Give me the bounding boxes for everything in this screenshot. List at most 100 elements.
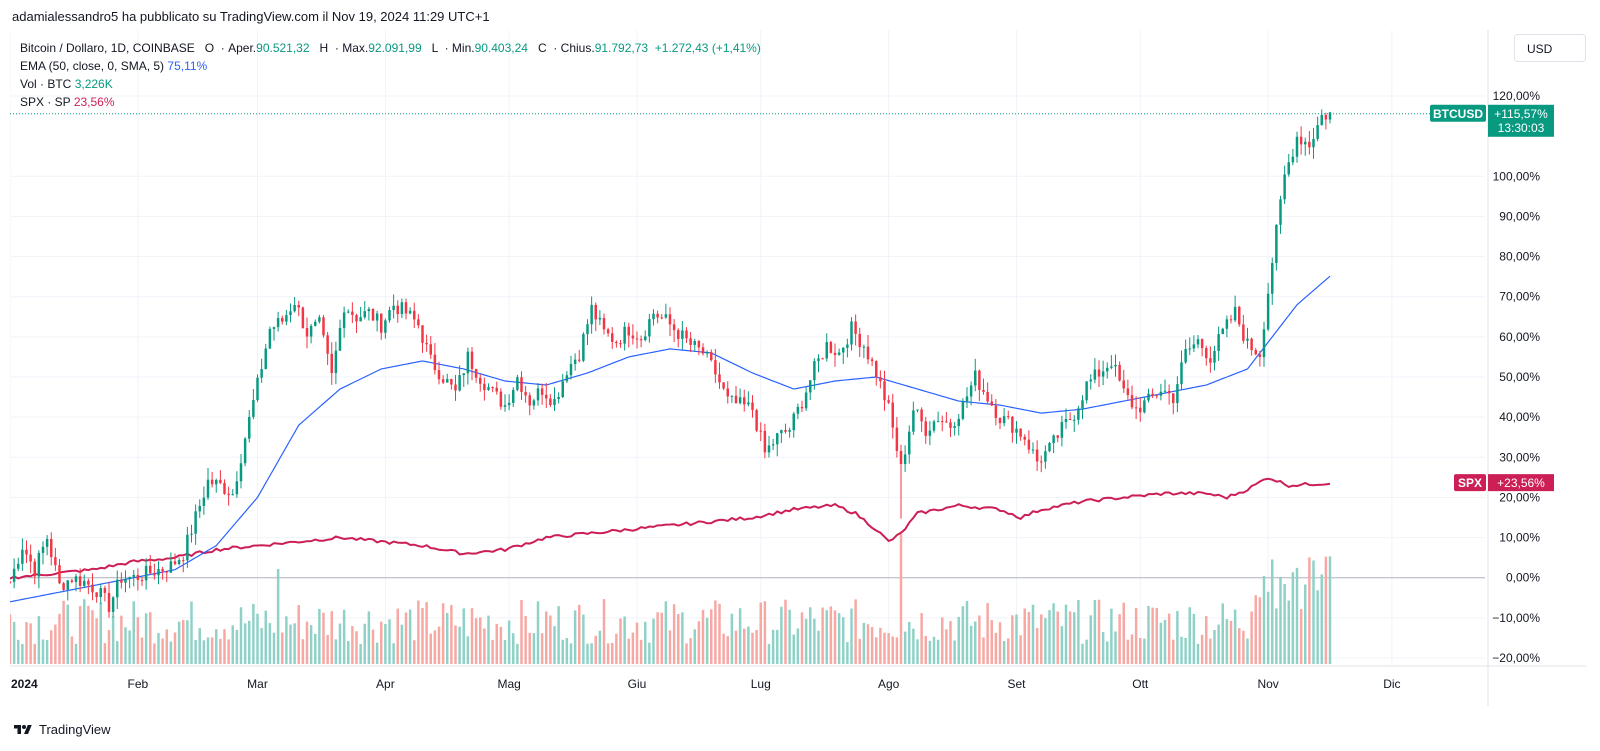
candle-body[interactable] — [697, 341, 701, 348]
candle-body[interactable] — [730, 395, 734, 397]
candle-body[interactable] — [153, 573, 156, 576]
candle-body[interactable] — [623, 326, 626, 344]
candle-body[interactable] — [297, 304, 300, 308]
symbol-name[interactable]: Bitcoin / Dollaro, 1D, COINBASE — [20, 41, 195, 55]
candle-body[interactable] — [1196, 339, 1200, 345]
candle-body[interactable] — [870, 359, 874, 362]
candle-body[interactable] — [87, 580, 90, 585]
candle-body[interactable] — [1019, 428, 1022, 437]
candle-body[interactable] — [1233, 306, 1237, 321]
candle-body[interactable] — [289, 311, 292, 316]
candle-body[interactable] — [173, 561, 177, 565]
candle-body[interactable] — [417, 319, 420, 326]
candle-body[interactable] — [928, 430, 932, 436]
candle-body[interactable] — [103, 588, 107, 593]
candle-body[interactable] — [912, 410, 915, 432]
candle-body[interactable] — [466, 351, 470, 374]
candle-body[interactable] — [1081, 400, 1084, 409]
candle-body[interactable] — [1147, 393, 1150, 401]
candle-body[interactable] — [1279, 199, 1282, 225]
candle-body[interactable] — [1155, 395, 1158, 397]
candle-body[interactable] — [986, 391, 989, 402]
candle-body[interactable] — [1180, 362, 1183, 385]
candle-body[interactable] — [990, 401, 993, 406]
candle-body[interactable] — [483, 383, 486, 391]
candle-body[interactable] — [672, 324, 676, 331]
candle-body[interactable] — [866, 346, 870, 360]
candle-body[interactable] — [1225, 319, 1229, 329]
candle-body[interactable] — [536, 388, 540, 401]
candle-body[interactable] — [965, 396, 969, 402]
candle-body[interactable] — [924, 421, 927, 436]
candle-body[interactable] — [1114, 364, 1117, 367]
candle-body[interactable] — [792, 413, 795, 431]
candle-body[interactable] — [437, 370, 441, 380]
candle-body[interactable] — [1027, 439, 1031, 450]
candle-body[interactable] — [206, 479, 210, 498]
candle-body[interactable] — [503, 405, 507, 407]
candle-body[interactable] — [1118, 364, 1121, 381]
candle-body[interactable] — [908, 431, 911, 455]
candle-body[interactable] — [842, 347, 845, 353]
candle-body[interactable] — [1101, 371, 1105, 377]
candle-body[interactable] — [978, 370, 981, 391]
candle-body[interactable] — [1139, 407, 1142, 413]
volume-label[interactable]: Vol · BTC — [20, 77, 72, 91]
candle-body[interactable] — [144, 565, 148, 581]
candle-body[interactable] — [177, 560, 181, 565]
candle-body[interactable] — [1308, 141, 1311, 148]
candle-body[interactable] — [763, 430, 767, 453]
candle-body[interactable] — [285, 315, 288, 322]
candle-body[interactable] — [1312, 138, 1315, 148]
candle-body[interactable] — [413, 310, 416, 320]
candle-body[interactable] — [1320, 114, 1323, 126]
candle-body[interactable] — [66, 580, 69, 590]
candle-body[interactable] — [598, 317, 602, 320]
candle-body[interactable] — [685, 330, 688, 339]
candle-body[interactable] — [1246, 338, 1249, 341]
candle-body[interactable] — [879, 377, 882, 382]
candle-body[interactable] — [664, 314, 668, 318]
candle-body[interactable] — [1275, 224, 1278, 264]
candle-body[interactable] — [314, 321, 317, 326]
candle-body[interactable] — [817, 358, 820, 362]
candle-body[interactable] — [1040, 461, 1043, 463]
candle-body[interactable] — [1229, 319, 1233, 321]
candle-body[interactable] — [272, 327, 276, 329]
candle-body[interactable] — [825, 342, 828, 359]
candle-body[interactable] — [342, 312, 346, 328]
candle-body[interactable] — [738, 397, 742, 404]
candle-body[interactable] — [1048, 443, 1051, 452]
candle-body[interactable] — [347, 311, 350, 313]
candle-body[interactable] — [293, 304, 296, 312]
candle-body[interactable] — [677, 330, 680, 339]
candle-body[interactable] — [780, 430, 783, 434]
candle-body[interactable] — [569, 363, 573, 376]
candle-body[interactable] — [219, 479, 222, 483]
candle-body[interactable] — [994, 405, 998, 418]
candle-body[interactable] — [920, 409, 923, 422]
candle-body[interactable] — [334, 350, 338, 374]
candle-body[interactable] — [788, 430, 791, 432]
candle-body[interactable] — [1126, 388, 1130, 396]
candle-body[interactable] — [949, 422, 952, 428]
candle-body[interactable] — [1143, 400, 1146, 413]
candle-body[interactable] — [561, 381, 564, 398]
candle-body[interactable] — [875, 361, 878, 378]
candle-body[interactable] — [1213, 350, 1216, 363]
candle-body[interactable] — [392, 305, 395, 311]
candle-body[interactable] — [252, 400, 255, 417]
legend-ema-row[interactable]: EMA (50, close, 0, SMA, 5) 75,11% — [20, 57, 761, 75]
candle-body[interactable] — [1089, 379, 1092, 382]
candle-body[interactable] — [1159, 391, 1163, 396]
candle-body[interactable] — [384, 320, 387, 333]
candle-body[interactable] — [45, 539, 49, 547]
candle-body[interactable] — [1250, 338, 1253, 351]
legend-spx-row[interactable]: SPX · SP 23,56% — [20, 93, 761, 111]
candle-body[interactable] — [1304, 141, 1307, 145]
candle-body[interactable] — [21, 549, 24, 564]
candle-body[interactable] — [1163, 390, 1167, 392]
candle-body[interactable] — [565, 375, 569, 382]
candle-body[interactable] — [62, 583, 65, 590]
candle-body[interactable] — [710, 352, 713, 361]
